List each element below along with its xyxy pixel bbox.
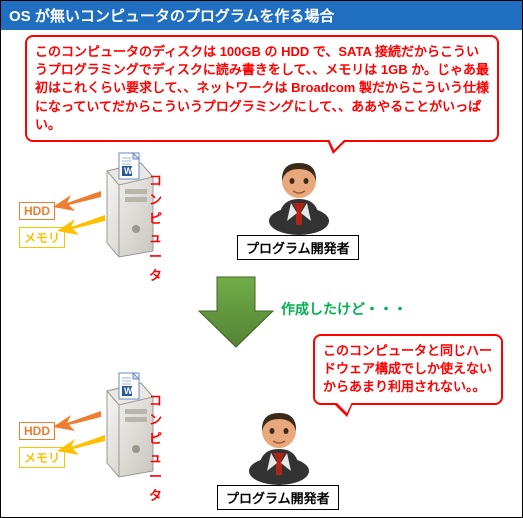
speech-top-text: このコンピュータのディスクは 100GB の HDD で、SATA 接続だからこ… bbox=[35, 44, 489, 132]
hdd-arrow-icon bbox=[53, 189, 101, 215]
document-icon: W bbox=[117, 151, 143, 183]
memory-arrow-icon bbox=[57, 213, 105, 239]
developer-person-icon bbox=[243, 405, 315, 485]
title-text: OS が無いコンピュータのプログラムを作る場合 bbox=[9, 8, 334, 25]
hdd-tag-1: HDD bbox=[19, 202, 55, 220]
memory-arrow-icon bbox=[57, 433, 105, 459]
hdd-arrow-icon bbox=[53, 409, 101, 435]
document-icon: W bbox=[117, 371, 143, 403]
developer-person-icon bbox=[263, 155, 335, 235]
title-bar: OS が無いコンピュータのプログラムを作る場合 bbox=[1, 1, 522, 30]
developer-speech-bottom: このコンピュータと同じハードウェア構成でしか使えないからあまり利用されない。。 bbox=[313, 334, 503, 405]
hdd-tag-2: HDD bbox=[19, 422, 55, 440]
developer-label-1: プログラム開発者 bbox=[237, 235, 359, 260]
computer-label-1: コンピュータ bbox=[149, 170, 162, 284]
svg-text:W: W bbox=[124, 166, 133, 176]
svg-text:W: W bbox=[124, 386, 133, 396]
developer-group-2 bbox=[243, 405, 315, 488]
developer-group-1 bbox=[263, 155, 335, 238]
developer-speech-top: このコンピュータのディスクは 100GB の HDD で、SATA 接続だからこ… bbox=[25, 35, 499, 142]
developer-label-2: プログラム開発者 bbox=[217, 485, 339, 510]
computer-label-2: コンピュータ bbox=[149, 390, 162, 504]
diagram-frame: OS が無いコンピュータのプログラムを作る場合 このコンピュータのディスクは 1… bbox=[0, 0, 523, 518]
speech-bottom-text: このコンピュータと同じハードウェア構成でしか使えないからあまり利用されない。。 bbox=[323, 343, 492, 394]
created-text: 作成したけど・・・ bbox=[281, 299, 407, 319]
big-down-arrow-icon bbox=[197, 275, 275, 349]
